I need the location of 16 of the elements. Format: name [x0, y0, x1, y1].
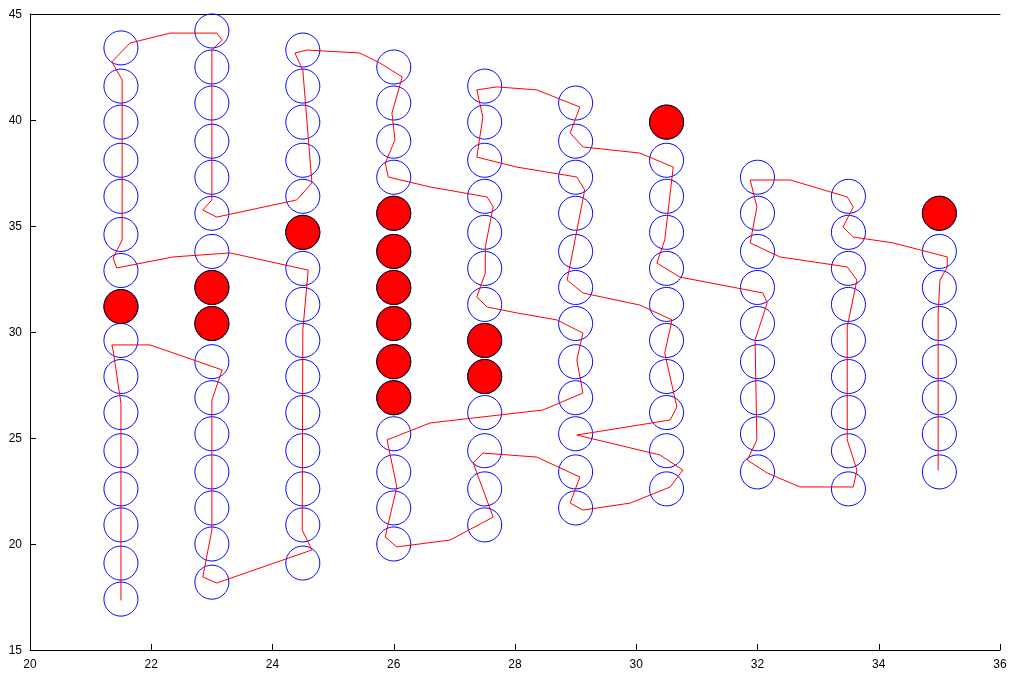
x-tick-label: 28	[508, 657, 522, 671]
x-tick-label: 34	[872, 657, 886, 671]
y-tick-label: 20	[8, 537, 23, 551]
x-tick-label: 32	[750, 657, 765, 671]
y-tick-label: 30	[8, 325, 23, 339]
y-tick-label: 25	[8, 431, 23, 445]
x-tick-label: 24	[265, 657, 280, 671]
x-tick-label: 20	[23, 657, 37, 671]
y-tick-label: 45	[8, 7, 23, 21]
x-tick-label: 22	[144, 657, 159, 671]
y-tick-label: 40	[8, 113, 23, 127]
y-tick-label: 15	[8, 643, 23, 657]
x-tick-label: 30	[629, 657, 644, 671]
x-tick-label: 36	[993, 657, 1007, 671]
y-tick-label: 35	[8, 219, 23, 233]
x-tick-label: 26	[387, 657, 401, 671]
